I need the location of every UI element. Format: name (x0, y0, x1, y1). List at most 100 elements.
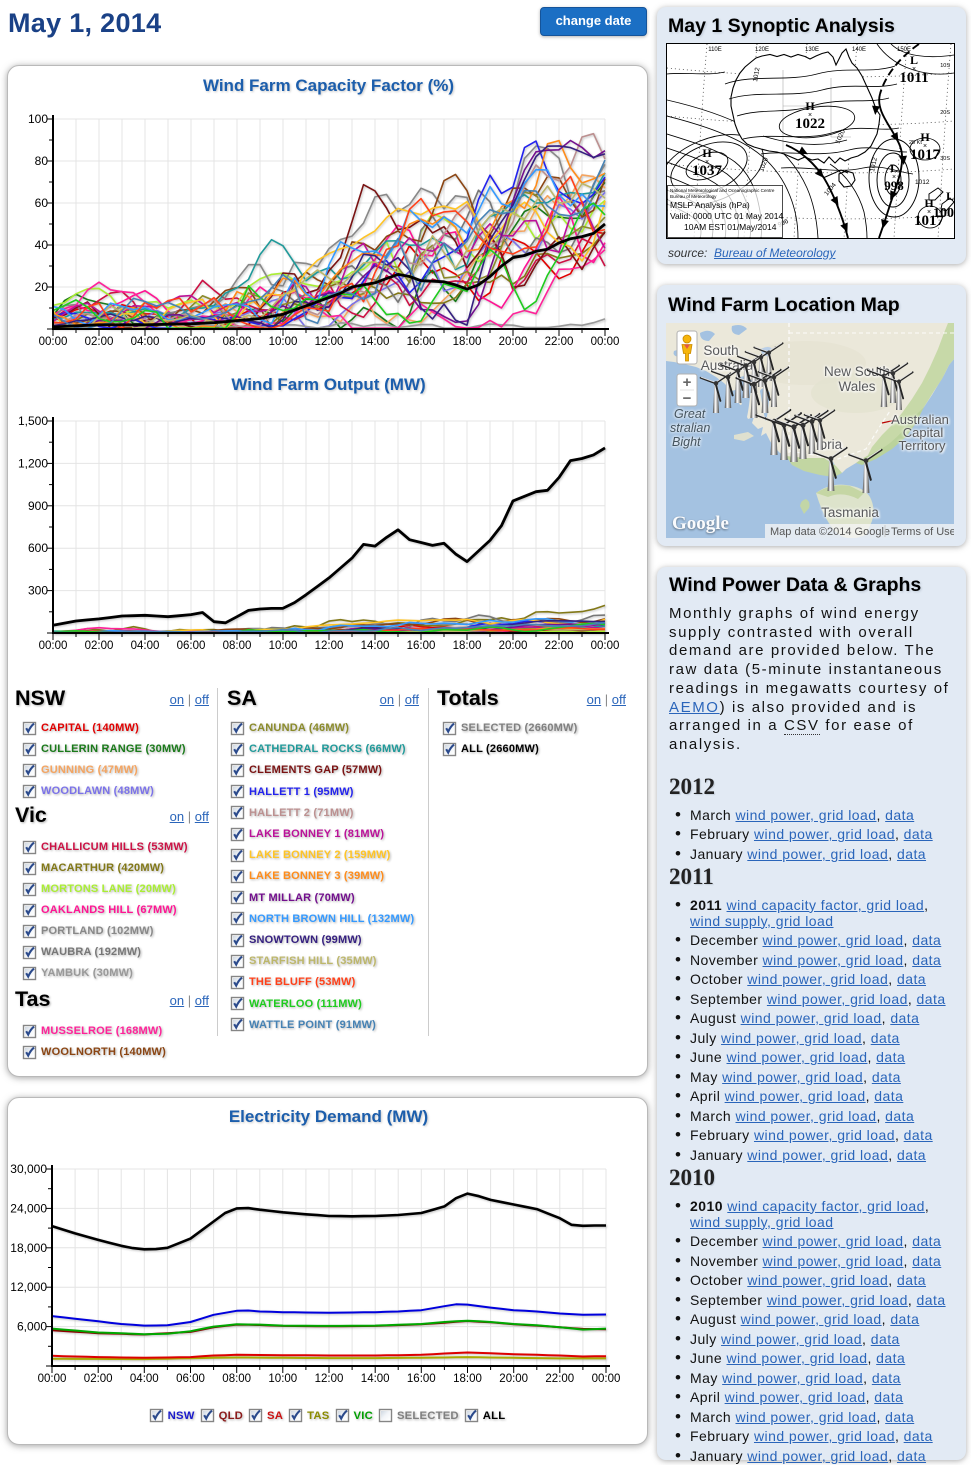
svg-text:30,000: 30,000 (10, 1162, 47, 1176)
svg-text:04:00: 04:00 (130, 1373, 159, 1385)
svg-text:1017: 1017 (914, 213, 945, 229)
svg-text:Wales: Wales (838, 379, 875, 394)
svg-text:10S: 10S (940, 63, 950, 69)
svg-text:22:00: 22:00 (545, 1373, 574, 1385)
svg-text:20:00: 20:00 (499, 640, 528, 652)
svg-text:40: 40 (35, 238, 49, 252)
svg-text:00:00: 00:00 (591, 336, 620, 348)
svg-text:00:00: 00:00 (39, 640, 68, 652)
svg-text:10:00: 10:00 (268, 1373, 297, 1385)
svg-text:H: H (920, 130, 930, 144)
svg-text:Bight: Bight (672, 435, 701, 449)
svg-text:24,000: 24,000 (10, 1201, 47, 1215)
svg-text:+: + (683, 374, 692, 391)
svg-text:00:00: 00:00 (592, 1373, 621, 1385)
svg-text:Terms of Use: Terms of Use (891, 526, 954, 538)
svg-text:08:00: 08:00 (222, 1373, 251, 1385)
svg-text:1022: 1022 (795, 116, 825, 132)
svg-text:140E: 140E (852, 47, 866, 53)
svg-text:New South: New South (824, 364, 890, 379)
svg-text:00:00: 00:00 (591, 640, 620, 652)
svg-text:120E: 120E (755, 47, 769, 53)
svg-text:12:00: 12:00 (315, 1373, 344, 1385)
svg-text:L: L (890, 161, 898, 175)
svg-text:110E: 110E (708, 47, 722, 53)
svg-text:National Meteorological and Oc: National Meteorological and Oceanographi… (670, 188, 775, 193)
svg-text:×: × (892, 174, 896, 181)
svg-text:18:00: 18:00 (453, 336, 482, 348)
svg-text:stralian: stralian (670, 421, 710, 435)
svg-text:−: − (683, 390, 692, 407)
svg-text:06:00: 06:00 (177, 640, 206, 652)
svg-text:08:00: 08:00 (223, 640, 252, 652)
svg-text:04:00: 04:00 (131, 640, 160, 652)
svg-text:00:00: 00:00 (39, 336, 68, 348)
svg-text:900: 900 (28, 499, 48, 513)
svg-text:6,000: 6,000 (17, 1320, 47, 1334)
svg-text:18:00: 18:00 (453, 1373, 482, 1385)
svg-text:L: L (910, 53, 918, 67)
svg-text:04:00: 04:00 (131, 336, 160, 348)
svg-text:14:00: 14:00 (361, 1373, 390, 1385)
svg-text:20: 20 (35, 280, 49, 294)
svg-text:60: 60 (35, 196, 49, 210)
svg-text:Google: Google (672, 513, 729, 534)
svg-text:Capital: Capital (903, 425, 944, 440)
svg-text:1020: 1020 (758, 156, 770, 172)
svg-text:20S: 20S (940, 110, 950, 116)
svg-text:998: 998 (884, 178, 904, 193)
svg-text:Australian: Australian (891, 412, 949, 427)
svg-text:16:00: 16:00 (407, 1373, 436, 1385)
svg-text:×: × (808, 112, 812, 119)
svg-text:22:00: 22:00 (545, 336, 574, 348)
svg-text:30S: 30S (940, 156, 950, 162)
svg-text:H: H (702, 146, 712, 160)
svg-text:14:00: 14:00 (361, 640, 390, 652)
svg-text:1012: 1012 (869, 156, 879, 172)
svg-text:20:00: 20:00 (499, 1373, 528, 1385)
svg-text:1012: 1012 (752, 67, 761, 83)
svg-text:06:00: 06:00 (177, 336, 206, 348)
svg-text:14:00: 14:00 (361, 336, 390, 348)
svg-text:×: × (923, 143, 927, 150)
svg-text:02:00: 02:00 (85, 640, 114, 652)
svg-text:MSLP Analysis (hPa): MSLP Analysis (hPa) (670, 200, 750, 210)
svg-text:12:00: 12:00 (315, 336, 344, 348)
svg-text:H: H (805, 99, 815, 113)
svg-text:08:00: 08:00 (223, 336, 252, 348)
svg-text:20:00: 20:00 (499, 336, 528, 348)
svg-text:80: 80 (35, 154, 49, 168)
svg-text:1004: 1004 (823, 181, 838, 197)
svg-text:1,500: 1,500 (18, 414, 48, 428)
svg-text:1012: 1012 (915, 179, 930, 186)
svg-text:L: L (946, 189, 954, 203)
svg-text:18,000: 18,000 (10, 1241, 47, 1255)
svg-text:1017: 1017 (910, 147, 941, 163)
svg-text:×: × (912, 66, 916, 73)
svg-text:00:00: 00:00 (38, 1373, 67, 1385)
svg-text:1037: 1037 (692, 163, 723, 179)
svg-text:1,200: 1,200 (18, 456, 48, 470)
svg-text:×: × (705, 159, 709, 166)
svg-text:H: H (924, 196, 934, 210)
svg-text:100: 100 (28, 112, 48, 126)
svg-text:1011: 1011 (899, 70, 928, 86)
svg-text:10:00: 10:00 (269, 640, 298, 652)
svg-text:06:00: 06:00 (176, 1373, 205, 1385)
svg-text:Map data ©2014 Google: Map data ©2014 Google (770, 526, 890, 538)
svg-text:02:00: 02:00 (84, 1373, 113, 1385)
svg-text:Territory: Territory (899, 438, 946, 453)
svg-text:Valid: 0000 UTC 01 May 2014: Valid: 0000 UTC 01 May 2014 (670, 211, 784, 221)
svg-text:12,000: 12,000 (10, 1280, 47, 1294)
svg-text:Tasmania: Tasmania (821, 505, 879, 520)
svg-text:22:00: 22:00 (545, 640, 574, 652)
svg-text:Bureau of Meteorology: Bureau of Meteorology (670, 194, 717, 199)
svg-text:16:00: 16:00 (407, 336, 436, 348)
svg-text:12:00: 12:00 (315, 640, 344, 652)
svg-text:16:00: 16:00 (407, 640, 436, 652)
svg-text:18:00: 18:00 (453, 640, 482, 652)
svg-text:300: 300 (28, 584, 48, 598)
svg-text:02:00: 02:00 (85, 336, 114, 348)
svg-text:150E: 150E (897, 47, 911, 53)
svg-text:×: × (927, 209, 931, 216)
